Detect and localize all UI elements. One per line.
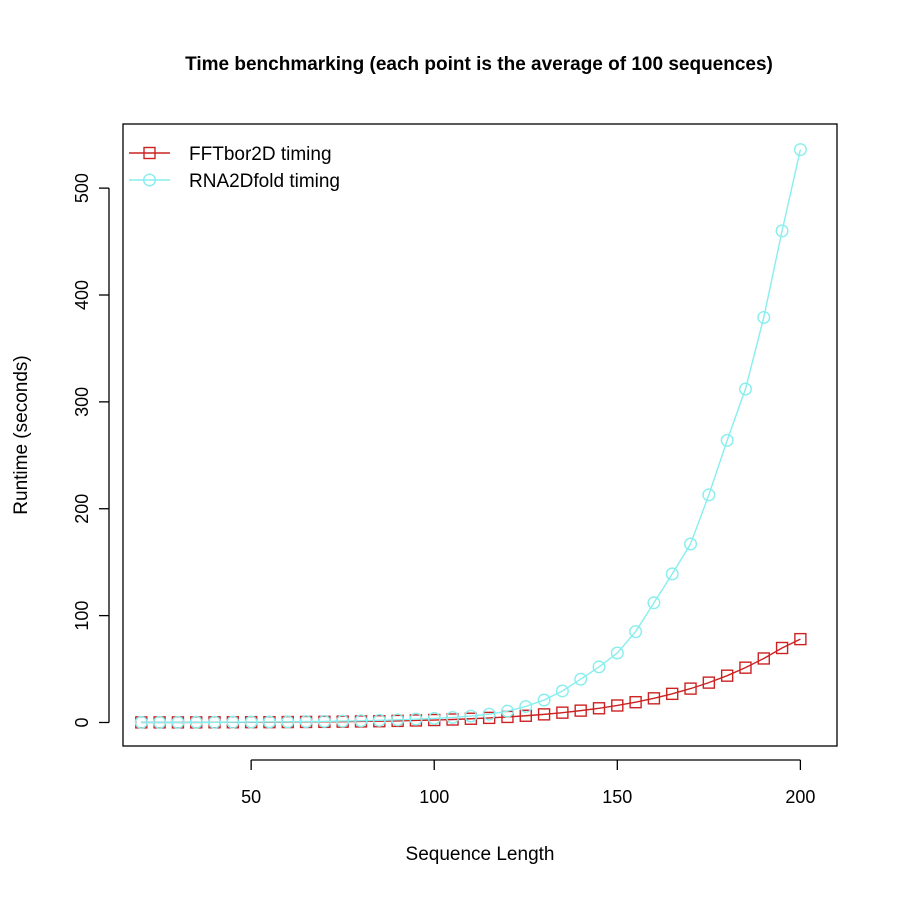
data-point: [775, 224, 789, 238]
y-axis-label: Runtime (seconds): [11, 355, 32, 514]
data-point: [555, 684, 569, 698]
data-point: [757, 310, 771, 324]
data-point: [262, 715, 276, 729]
x-tick-label: 100: [419, 787, 449, 807]
data-point: [226, 715, 240, 729]
data-point: [647, 692, 661, 705]
data-point: [208, 715, 222, 729]
y-tick-label: 500: [72, 173, 92, 203]
x-axis: 50 100 150 200: [241, 759, 815, 807]
data-point: [574, 672, 588, 686]
chart-title: Time benchmarking (each point is the ave…: [185, 54, 773, 75]
data-point: [519, 699, 533, 713]
legend-marker: [142, 173, 156, 187]
plot-frame: [122, 123, 838, 747]
series-layer: [134, 143, 807, 729]
data-point: [720, 669, 734, 682]
y-tick-label: 200: [72, 494, 92, 524]
data-point: [482, 711, 496, 725]
data-point: [794, 632, 807, 646]
data-point: [775, 641, 789, 655]
data-point: [372, 713, 386, 727]
data-point: [684, 682, 697, 695]
x-tick-label: 150: [602, 787, 632, 807]
legend-marker: [143, 146, 156, 160]
x-axis-label: Sequence Length: [406, 844, 555, 865]
data-point: [611, 699, 624, 712]
data-point: [336, 714, 350, 728]
series-line: [141, 149, 802, 724]
data-point: [153, 715, 167, 729]
data-point: [684, 537, 698, 551]
data-point: [739, 661, 752, 674]
data-point: [244, 715, 258, 729]
data-point: [592, 702, 606, 715]
data-point: [299, 715, 313, 729]
legend-label: RNA2Dfold timing: [189, 171, 340, 192]
data-point: [500, 704, 514, 718]
data-point: [391, 713, 405, 727]
data-point: [537, 708, 551, 721]
data-point: [702, 676, 716, 689]
legend-label: FFTbor2D timing: [189, 144, 332, 165]
y-tick-label: 300: [72, 387, 92, 417]
data-point: [757, 652, 770, 665]
data-point: [793, 143, 807, 157]
series-1: [134, 143, 807, 729]
data-point: [592, 660, 606, 674]
y-tick-label: 400: [72, 280, 92, 310]
data-point: [647, 596, 661, 610]
x-tick-label: 200: [785, 787, 815, 807]
x-tick-label: 50: [241, 787, 261, 807]
data-point: [354, 714, 368, 728]
data-point: [666, 687, 679, 701]
data-point: [610, 646, 624, 660]
data-point: [427, 711, 441, 725]
data-point: [574, 704, 587, 717]
data-point: [464, 709, 478, 723]
data-point: [519, 709, 532, 722]
data-point: [189, 715, 203, 729]
legend: FFTbor2D timing RNA2Dfold timing: [129, 144, 340, 192]
data-point: [537, 693, 551, 707]
data-point: [629, 625, 643, 639]
data-point: [665, 567, 679, 581]
data-point: [281, 715, 295, 729]
data-point: [702, 488, 716, 502]
data-point: [482, 707, 496, 721]
legend-item: RNA2Dfold timing: [129, 171, 340, 192]
data-point: [738, 382, 752, 396]
y-axis: 0 100 200 300 400 500: [72, 173, 110, 727]
data-point: [409, 712, 423, 726]
data-point: [171, 715, 185, 729]
data-point: [629, 695, 642, 709]
data-point: [556, 706, 569, 719]
data-point: [720, 433, 734, 447]
series-0: [135, 632, 807, 729]
data-point: [134, 715, 148, 729]
y-tick-label: 0: [72, 717, 92, 727]
legend-item: FFTbor2D timing: [129, 144, 332, 165]
data-point: [446, 710, 460, 724]
data-point: [317, 714, 331, 728]
y-tick-label: 100: [72, 601, 92, 631]
